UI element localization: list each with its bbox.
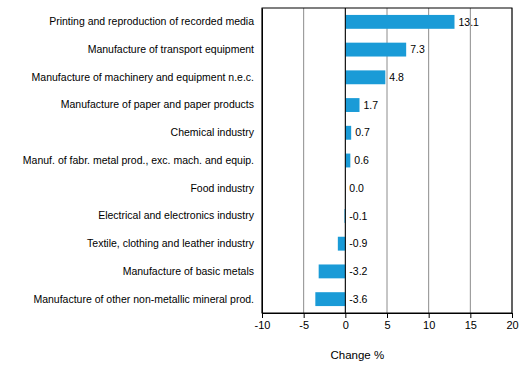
y-tick: Chemical industry <box>171 126 262 138</box>
x-tick-label: 10 <box>423 319 435 331</box>
x-tick: -10 <box>255 313 271 331</box>
data-label: 4.8 <box>389 71 404 83</box>
plot-frame <box>262 8 512 313</box>
x-tick-label: 15 <box>465 319 477 331</box>
grid-line <box>303 8 304 313</box>
y-tick-label: Textile, clothing and leather industry <box>87 237 255 249</box>
x-axis-title: Change % <box>330 349 384 361</box>
y-tick: Printing and reproduction of recorded me… <box>49 15 262 27</box>
chart: 13.1 7.3 4.8 1.7 0.7 0.6 0.0 -0.1 -0.9 -3.2 -3.6 -1… <box>0 0 529 378</box>
data-label: 13.1 <box>459 16 480 28</box>
y-tick: Manufacture of machinery and equipment n… <box>32 71 262 83</box>
bar <box>338 237 346 251</box>
x-axis: -10 -5 0 5 10 15 20 <box>255 313 519 331</box>
y-tick-label: Chemical industry <box>171 126 255 138</box>
y-tick-label: Manuf. of fabr. metal prod., exc. mach. … <box>23 154 254 166</box>
data-label: -3.2 <box>349 265 367 277</box>
x-tick-mark <box>387 313 388 318</box>
y-tick-label: Electrical and electronics industry <box>98 209 255 221</box>
data-label: -3.6 <box>349 293 367 305</box>
bar <box>319 264 346 278</box>
x-tick: -5 <box>299 313 309 331</box>
x-tick-mark <box>304 313 305 318</box>
x-tick-label: 20 <box>506 319 518 331</box>
x-tick-label: 5 <box>384 319 390 331</box>
data-label: 1.7 <box>364 99 379 111</box>
data-label: -0.9 <box>349 237 367 249</box>
grid-line <box>470 8 471 313</box>
data-label: -0.1 <box>349 210 367 222</box>
x-tick: 15 <box>465 313 477 331</box>
y-tick-label: Manufacture of basic metals <box>123 265 254 277</box>
data-labels: 13.1 7.3 4.8 1.7 0.7 0.6 0.0 -0.1 -0.9 -3.2 -3.6 <box>349 16 479 305</box>
y-axis-line <box>262 9 263 314</box>
x-tick-label: -5 <box>299 319 309 331</box>
x-tick-mark <box>429 313 430 318</box>
bar <box>315 292 345 306</box>
bar <box>345 43 406 57</box>
x-tick: 0 <box>343 313 349 331</box>
x-tick-label: -10 <box>255 319 271 331</box>
y-tick: Textile, clothing and leather industry <box>87 237 262 249</box>
y-tick: Manufacture of basic metals <box>123 265 262 277</box>
data-label: 0.7 <box>355 126 370 138</box>
data-label: 0.0 <box>349 182 364 194</box>
y-tick: Electrical and electronics industry <box>98 209 262 221</box>
y-tick-label: Manufacture of other non-metallic minera… <box>33 292 254 304</box>
zero-line <box>345 8 346 313</box>
x-tick: 20 <box>506 313 518 331</box>
plot: 13.1 7.3 4.8 1.7 0.7 0.6 0.0 -0.1 -0.9 -3.2 -3.6 -1… <box>23 8 519 331</box>
y-tick: Food industry <box>190 182 262 194</box>
y-tick: Manufacture of other non-metallic minera… <box>33 292 262 304</box>
y-tick-label: Printing and reproduction of recorded me… <box>49 15 254 27</box>
bar <box>345 126 351 140</box>
grid-line <box>345 8 346 313</box>
x-tick-mark <box>345 313 346 318</box>
grid-line <box>428 8 429 313</box>
bar <box>345 15 454 29</box>
x-tick: 5 <box>384 313 390 331</box>
y-tick-label: Manufacture of paper and paper products <box>61 98 254 110</box>
y-tick-label: Food industry <box>190 182 254 194</box>
y-tick: Manufacture of paper and paper products <box>61 98 262 110</box>
y-axis: Printing and reproduction of recorded me… <box>23 9 263 314</box>
x-tick-label: 0 <box>343 319 349 331</box>
data-label: 7.3 <box>410 43 425 55</box>
y-tick-label: Manufacture of machinery and equipment n… <box>32 71 254 83</box>
y-tick: Manufacture of transport equipment <box>88 43 262 55</box>
y-tick-label: Manufacture of transport equipment <box>88 43 254 55</box>
x-tick-mark <box>512 313 513 318</box>
x-tick-mark <box>470 313 471 318</box>
y-tick: Manuf. of fabr. metal prod., exc. mach. … <box>23 154 262 166</box>
bars <box>315 15 454 306</box>
x-tick: 10 <box>423 313 435 331</box>
grid <box>262 8 512 313</box>
bar <box>345 98 359 112</box>
bar <box>345 70 385 84</box>
x-tick-mark <box>262 313 263 318</box>
data-label: 0.6 <box>354 154 369 166</box>
bar <box>345 154 350 168</box>
